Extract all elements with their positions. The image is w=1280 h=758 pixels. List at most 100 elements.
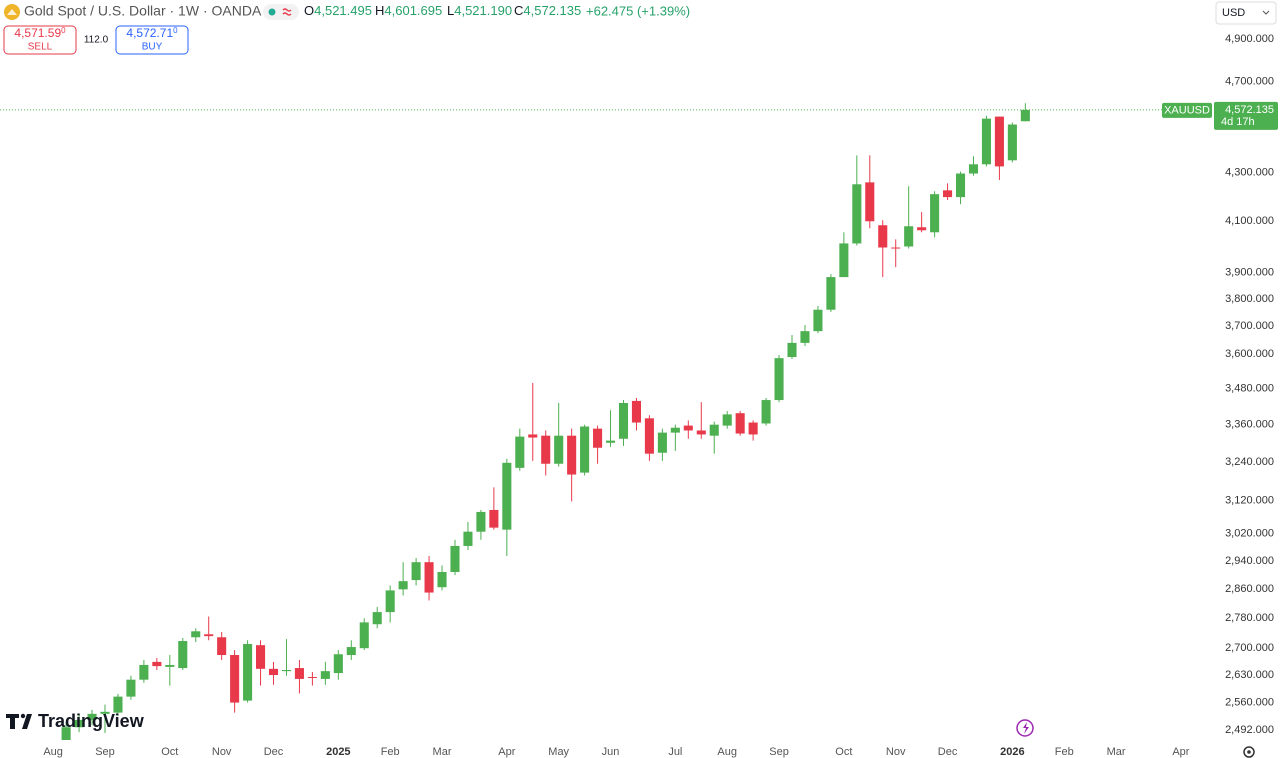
candle-body bbox=[865, 182, 875, 222]
plot-area bbox=[61, 103, 1030, 740]
sell-price-sup: 0 bbox=[61, 26, 66, 35]
y-tick-label: 3,600.000 bbox=[1225, 348, 1274, 360]
y-tick-label: 2,630.000 bbox=[1225, 669, 1274, 681]
candle-body bbox=[307, 676, 317, 678]
candle-body bbox=[748, 422, 758, 435]
x-tick-label: Oct bbox=[835, 746, 852, 758]
countdown: 4d 17h bbox=[1221, 116, 1255, 128]
candle-body bbox=[281, 669, 292, 672]
candle-body bbox=[683, 425, 693, 431]
delayed-icon bbox=[282, 8, 292, 16]
y-tick-label: 2,700.000 bbox=[1225, 642, 1274, 654]
settings-icon[interactable] bbox=[1243, 746, 1255, 758]
ohlc-item: L4,521.190 bbox=[447, 3, 512, 18]
candle-body bbox=[74, 719, 84, 728]
time-axis: Aug Sep Oct Nov Dec 2025 Feb Mar Apr May Jun Jul Aug… bbox=[43, 746, 1189, 758]
logo-mark bbox=[22, 714, 32, 729]
y-tick-label: 3,020.000 bbox=[1225, 528, 1274, 540]
ohlc-value: 4,521.495 bbox=[314, 3, 372, 18]
x-tick-label: Mar bbox=[433, 746, 452, 758]
x-tick-label: Dec bbox=[264, 746, 284, 758]
ohlc-key: C bbox=[514, 3, 523, 18]
candle-body bbox=[943, 190, 953, 198]
candle-body bbox=[657, 432, 667, 453]
currency: USD bbox=[1222, 7, 1245, 19]
currency-select[interactable] bbox=[1215, 1, 1277, 25]
candle-body bbox=[87, 713, 97, 720]
y-tick-label: 2,780.000 bbox=[1225, 612, 1274, 624]
chart-title[interactable]: Gold Spot / U.S. Dollar · 1W · OANDA bbox=[24, 3, 262, 19]
candle-body bbox=[981, 118, 991, 165]
candle-body bbox=[126, 679, 136, 697]
candle-body bbox=[398, 581, 408, 590]
candle-body bbox=[178, 641, 188, 669]
x-tick-label: Aug bbox=[43, 746, 63, 758]
x-tick-label: Feb bbox=[381, 746, 400, 758]
candle-body bbox=[735, 413, 745, 434]
candle-body bbox=[528, 434, 538, 438]
price-label: 4,572.135 bbox=[1225, 104, 1274, 116]
candle-body bbox=[450, 545, 460, 572]
candle-body bbox=[930, 194, 940, 233]
candle-body bbox=[826, 277, 836, 310]
sell-price: 4,571.590 bbox=[14, 26, 66, 40]
status-pill[interactable] bbox=[263, 4, 299, 20]
candle-body bbox=[139, 664, 149, 680]
candle-body bbox=[618, 403, 629, 439]
buy-label: BUY bbox=[142, 42, 163, 53]
candle-body bbox=[567, 435, 577, 475]
candle-body bbox=[100, 711, 110, 714]
ohlc-value: 4,572.135 bbox=[523, 3, 581, 18]
x-tick-label: Nov bbox=[886, 746, 906, 758]
x-tick-label: Feb bbox=[1055, 746, 1074, 758]
events-icon[interactable] bbox=[1016, 719, 1034, 737]
candle-body bbox=[268, 668, 279, 676]
ohlc-item: O4,521.495 bbox=[304, 3, 372, 18]
candle-body bbox=[217, 637, 227, 656]
y-tick-label: 4,100.000 bbox=[1225, 215, 1274, 227]
buy-button[interactable] bbox=[115, 25, 189, 55]
x-tick-label: 2025 bbox=[326, 746, 350, 758]
x-tick-label: Jul bbox=[668, 746, 682, 758]
market-open-dot bbox=[268, 8, 276, 16]
candle-body bbox=[593, 428, 603, 448]
candle-body bbox=[761, 400, 771, 424]
ohlc-item: H4,601.695 bbox=[375, 3, 442, 18]
candle-body bbox=[333, 654, 343, 674]
buy-price-main: 4,572.71 bbox=[126, 26, 173, 40]
sell-label: SELL bbox=[28, 42, 53, 53]
candle-body bbox=[1007, 124, 1017, 161]
candle-body bbox=[541, 435, 551, 464]
candle-body bbox=[411, 562, 421, 581]
ohlc-key: O bbox=[304, 3, 314, 18]
y-tick-label: 3,120.000 bbox=[1225, 494, 1274, 506]
candle-body bbox=[489, 509, 499, 528]
sell-button[interactable] bbox=[3, 25, 77, 55]
x-tick-label: May bbox=[548, 746, 569, 758]
y-tick-label: 2,940.000 bbox=[1225, 555, 1274, 567]
candle-body bbox=[204, 634, 214, 637]
y-tick-label: 2,492.000 bbox=[1225, 724, 1274, 736]
brand-logo[interactable]: TradingView bbox=[6, 711, 145, 731]
ohlc-value: 4,521.190 bbox=[454, 3, 512, 18]
x-tick-label: Sep bbox=[95, 746, 115, 758]
symbol-label: XAUUSD bbox=[1164, 104, 1210, 116]
logo-mark bbox=[20, 713, 26, 719]
candle-body bbox=[476, 511, 486, 532]
price-axis: 4,900.000 4,700.000 4,300.000 4,100.000 3,90… bbox=[1225, 33, 1274, 736]
candle-body bbox=[502, 462, 512, 530]
symbol-tag bbox=[1162, 102, 1212, 118]
candle-body bbox=[437, 571, 447, 588]
events-bolt bbox=[1023, 722, 1029, 734]
y-tick-label: 3,360.000 bbox=[1225, 419, 1274, 431]
candle-body bbox=[320, 671, 330, 679]
candle-body bbox=[230, 655, 240, 703]
x-tick-label: Dec bbox=[938, 746, 958, 758]
candle-body bbox=[904, 226, 914, 247]
candle-body bbox=[800, 331, 810, 343]
candle-body bbox=[191, 631, 201, 638]
candle-body bbox=[580, 426, 590, 473]
candle-body bbox=[463, 531, 473, 546]
